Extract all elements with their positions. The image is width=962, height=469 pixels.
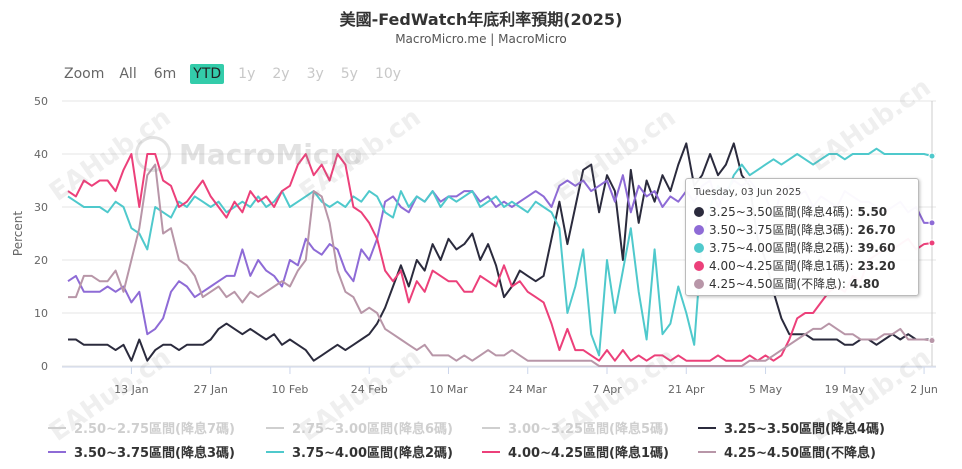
tooltip-label: 4.25~4.50區間(不降息): — [709, 277, 846, 291]
x-tick-label: 10 Feb — [271, 383, 308, 396]
series-point-2 — [928, 219, 936, 227]
y-tick-label: 0 — [41, 360, 48, 373]
range-button-10y[interactable]: 10y — [374, 66, 402, 82]
tooltip-label: 3.25~3.50區間(降息4碼): — [709, 205, 854, 219]
x-tick-label: 27 Jan — [193, 383, 227, 396]
y-tick-label: 20 — [34, 254, 48, 267]
x-tick-label: 21 Apr — [668, 383, 705, 396]
range-button-ytd[interactable]: YTD — [190, 64, 225, 84]
tooltip-label: 4.00~4.25區間(降息1碼): — [709, 259, 854, 273]
range-button-1y[interactable]: 1y — [238, 66, 256, 82]
y-tick-label: 10 — [34, 307, 48, 320]
tooltip-row: 4.00~4.25區間(降息1碼): 23.20 — [694, 257, 896, 274]
legend-swatch — [698, 426, 716, 429]
page-subtitle: MacroMicro.me | MacroMicro — [395, 32, 567, 46]
series-line-3 — [67, 147, 933, 357]
legend-swatch — [48, 450, 66, 453]
zoom-label: Zoom — [64, 66, 105, 82]
legend-item[interactable]: 3.75~4.00區間(降息2碼) — [266, 442, 453, 461]
series-point-4 — [928, 239, 936, 247]
series-line-5 — [68, 163, 933, 367]
y-tick-label: 50 — [34, 95, 48, 108]
tooltip-dot — [694, 224, 704, 235]
legend-label: 4.00~4.25區間(降息1碼) — [508, 446, 669, 461]
series-point-3 — [928, 152, 936, 160]
legend-label: 2.50~2.75區間(降息7碼) — [74, 422, 235, 437]
tooltip-label: 3.75~4.00區間(降息2碼): — [709, 241, 854, 255]
legend-item[interactable]: 2.75~3.00區間(降息6碼) — [266, 418, 453, 437]
logo-text: MacroMicro — [179, 137, 363, 171]
legend-swatch — [266, 426, 284, 429]
legend-label: 3.50~3.75區間(降息3碼) — [74, 446, 235, 461]
range-button-3y[interactable]: 3y — [306, 66, 324, 82]
legend-item[interactable]: 4.00~4.25區間(降息1碼) — [482, 442, 669, 461]
series-point-5 — [928, 337, 936, 345]
legend-label: 2.75~3.00區間(降息6碼) — [292, 422, 453, 437]
x-tick-label: 19 May — [825, 383, 866, 396]
legend-item[interactable]: 3.25~3.50區間(降息4碼) — [698, 418, 885, 437]
range-button-2y[interactable]: 2y — [272, 66, 290, 82]
tooltip-value: 5.50 — [857, 204, 888, 219]
legend-label: 4.25~4.50區間(不降息) — [724, 446, 876, 461]
legend-swatch — [266, 450, 284, 453]
tooltip-value: 26.70 — [857, 222, 896, 237]
tooltip-date: Tuesday, 03 Jun 2025 — [694, 187, 802, 198]
tooltip-row: 3.75~4.00區間(降息2碼): 39.60 — [694, 239, 896, 256]
series-line-1 — [68, 142, 932, 362]
tooltip-value: 23.20 — [857, 258, 896, 273]
macromicro-logo-watermark: MacroMicro — [135, 136, 363, 172]
range-button-6m[interactable]: 6m — [153, 66, 177, 82]
legend-label: 3.75~4.00區間(降息2碼) — [292, 446, 453, 461]
page-title: 美國-FedWatch年底利率預期(2025) — [339, 10, 623, 29]
y-tick-label: 40 — [34, 148, 48, 161]
legend-swatch — [698, 450, 716, 453]
tooltip-dot — [694, 206, 704, 217]
range-selector: Zoom All 6m YTD 1y 2y 3y 5y 10y — [64, 64, 415, 84]
tooltip: Tuesday, 03 Jun 2025 3.25~3.50區間(降息4碼): 5… — [685, 178, 919, 296]
legend-label: 3.25~3.50區間(降息4碼) — [724, 422, 885, 437]
legend-item[interactable]: 3.50~3.75區間(降息3碼) — [48, 442, 235, 461]
tooltip-value: 4.80 — [849, 276, 880, 291]
legend-item[interactable]: 2.50~2.75區間(降息7碼) — [48, 418, 235, 437]
x-tick-label: 13 Jan — [114, 383, 148, 396]
x-tick-label: 5 May — [749, 383, 783, 396]
range-button-all[interactable]: All — [119, 66, 137, 82]
tooltip-row: 3.50~3.75區間(降息3碼): 26.70 — [694, 221, 896, 238]
series-line-4 — [67, 153, 933, 362]
tooltip-dot — [694, 260, 704, 271]
legend-swatch — [482, 426, 500, 429]
y-tick-label: 30 — [34, 201, 48, 214]
tooltip-dot — [694, 278, 704, 289]
x-tick-label: 24 Feb — [351, 383, 388, 396]
legend-item[interactable]: 4.25~4.50區間(不降息) — [698, 442, 876, 461]
y-axis-label: Percent — [11, 211, 25, 256]
x-tick-label: 10 Mar — [429, 383, 468, 396]
tooltip-dot — [694, 242, 704, 253]
x-tick-label: 24 Mar — [509, 383, 548, 396]
legend-swatch — [48, 426, 66, 429]
legend-swatch — [482, 450, 500, 453]
legend-item[interactable]: 3.00~3.25區間(降息5碼) — [482, 418, 669, 437]
tooltip-row: 4.25~4.50區間(不降息): 4.80 — [694, 275, 880, 292]
range-button-5y[interactable]: 5y — [340, 66, 358, 82]
logo-icon — [135, 136, 171, 172]
x-tick-label: 2 Jun — [910, 383, 938, 396]
tooltip-value: 39.60 — [857, 240, 896, 255]
x-tick-label: 7 Apr — [592, 383, 622, 396]
legend-label: 3.00~3.25區間(降息5碼) — [508, 422, 669, 437]
tooltip-row: 3.25~3.50區間(降息4碼): 5.50 — [694, 203, 887, 220]
tooltip-label: 3.50~3.75區間(降息3碼): — [709, 223, 854, 237]
